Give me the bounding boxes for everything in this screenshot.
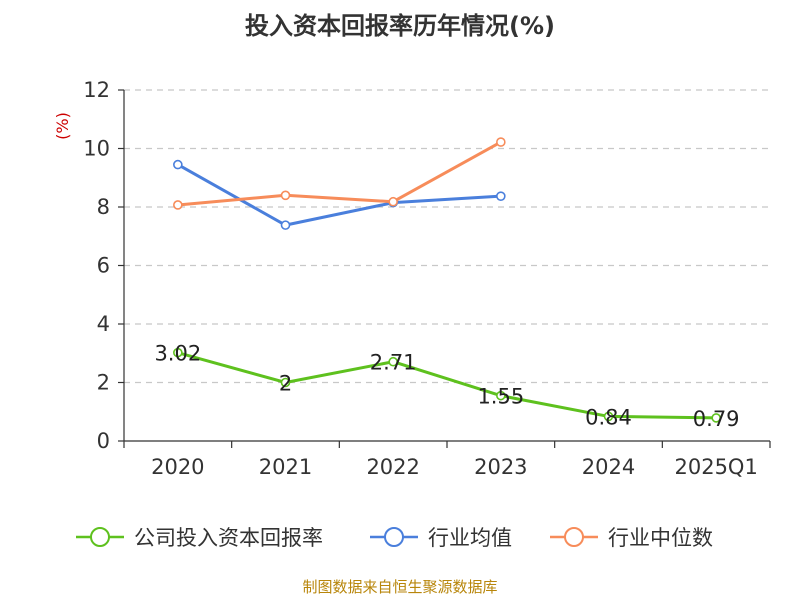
y-tick-label: 10 [83, 137, 110, 161]
data-label: 2 [279, 372, 292, 396]
series-line [177, 163, 501, 227]
y-tick-label: 0 [97, 429, 110, 453]
series-lines [173, 137, 721, 423]
data-point [280, 190, 291, 201]
data-label: 0.84 [585, 405, 632, 429]
x-tick-label: 2022 [366, 455, 419, 479]
data-label: 1.55 [477, 385, 524, 409]
data-point [388, 356, 398, 367]
x-tick-label: 2025Q1 [674, 455, 757, 479]
legend-label: 行业均值 [428, 526, 512, 550]
y-tick-label: 6 [97, 254, 110, 278]
series-line [177, 140, 502, 207]
y-tick-label: 12 [83, 78, 110, 102]
legend-item: 行业中位数 [550, 526, 713, 550]
data-point [280, 220, 291, 230]
legend-label: 行业中位数 [608, 526, 713, 550]
y-tick-label: 2 [97, 371, 110, 395]
x-tick-label: 2023 [474, 455, 527, 479]
data-point [496, 191, 506, 201]
legend-marker-icon [564, 527, 584, 547]
y-tick-label: 4 [97, 312, 110, 336]
legend-item: 公司投入资本回报率 [76, 526, 323, 550]
data-point [496, 137, 506, 147]
y-axis-unit-label: (%) [53, 112, 72, 140]
series-line [177, 351, 717, 420]
data-point [603, 411, 614, 422]
data-point [173, 347, 183, 358]
legend: 公司投入资本回报率 行业均值 行业中位数 [76, 526, 713, 550]
legend-marker-icon [384, 527, 404, 547]
data-point [173, 159, 183, 170]
data-point [388, 196, 398, 207]
data-label: 3.02 [154, 342, 201, 366]
source-note: 制图数据来自恒生聚源数据库 [302, 578, 497, 596]
data-point [280, 377, 291, 388]
y-tick-label: 8 [97, 195, 110, 219]
data-labels: 3.02 2 2.71 1.55 0.84 0.79 [154, 342, 739, 431]
chart-title: 投入资本回报率历年情况(%) [245, 12, 555, 40]
legend-label: 公司投入资本回报率 [134, 526, 323, 550]
x-tick-label: 2021 [259, 455, 312, 479]
legend-marker-icon [90, 527, 110, 547]
x-tick-label: 2020 [151, 455, 204, 479]
data-point [173, 200, 183, 210]
x-tick-label: 2024 [582, 455, 635, 479]
data-point [711, 413, 721, 423]
grid-lines [124, 89, 770, 384]
data-point [496, 390, 506, 401]
data-label: 2.71 [370, 351, 417, 375]
legend-item: 行业均值 [370, 526, 512, 550]
data-label: 0.79 [693, 407, 740, 431]
axes: 0 2 4 6 8 10 12 2020 2021 2022 2023 2024 2025Q1 [83, 78, 771, 479]
